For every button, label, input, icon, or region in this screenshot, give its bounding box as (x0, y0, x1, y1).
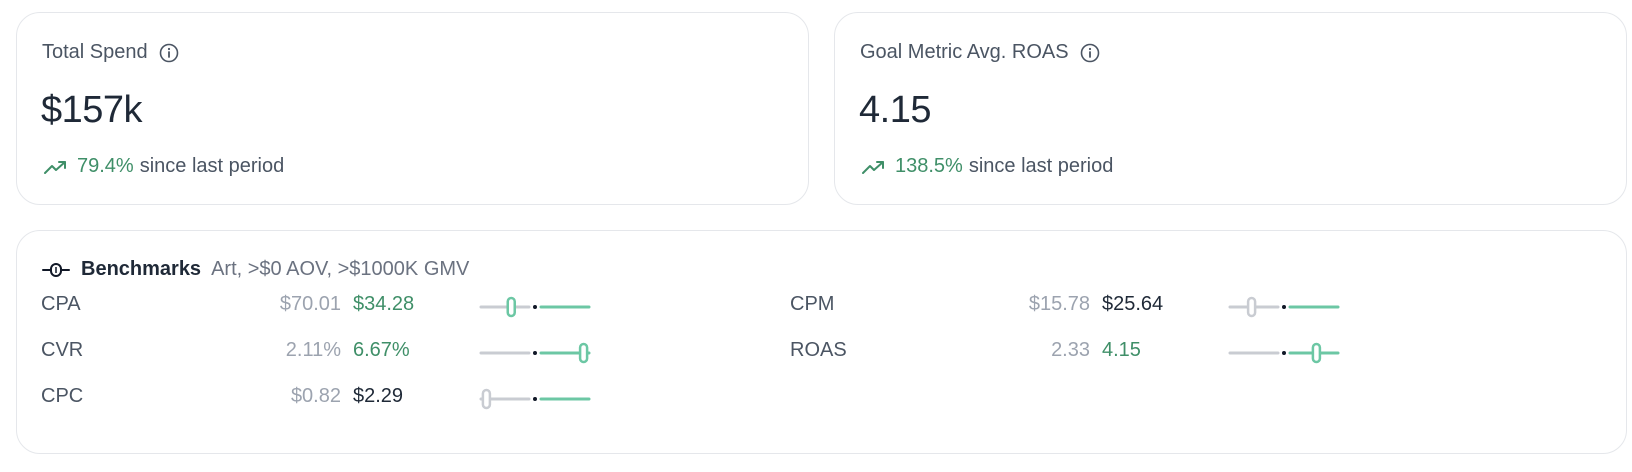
benchmark-label: CPA (41, 293, 81, 315)
benchmark-marker (1282, 305, 1286, 309)
your-value-marker (1246, 296, 1257, 318)
goal-metric-roas-card: Goal Metric Avg. ROAS 4.15 138.5% since … (834, 12, 1627, 205)
benchmark-marker (533, 351, 537, 355)
benchmark-comparison-slider (1228, 342, 1340, 364)
total-spend-value: $157k (41, 89, 143, 131)
info-icon[interactable] (1079, 42, 1101, 64)
your-value: $2.29 (353, 385, 404, 407)
benchmark-row-roas: ROAS 2.33 4.15 (790, 337, 1390, 367)
benchmark-label: CPC (41, 385, 84, 407)
roas-change: 138.5% since last period (861, 155, 1113, 178)
benchmark-value: 2.11% (285, 339, 341, 361)
benchmark-comparison-slider (479, 342, 591, 364)
benchmark-row-cvr: CVR 2.11% 6.67% (41, 337, 641, 367)
benchmark-label: ROAS (790, 339, 847, 361)
total-spend-change: 79.4% since last period (43, 155, 284, 178)
benchmark-value: 2.33 (1051, 339, 1090, 361)
your-value: 6.67% (353, 339, 410, 361)
your-value: $25.64 (1102, 293, 1164, 315)
benchmark-comparison-slider (479, 388, 591, 410)
benchmark-marker (1282, 351, 1286, 355)
trending-up-icon (44, 160, 66, 174)
roas-change-text: since last period (968, 155, 1114, 177)
benchmarks-header: Benchmarks Art, >$0 AOV, >$1000K GMV (41, 258, 469, 281)
benchmarks-card: Benchmarks Art, >$0 AOV, >$1000K GMV CPA… (16, 230, 1627, 454)
benchmark-value: $70.01 (279, 293, 341, 315)
your-value: 4.15 (1102, 339, 1141, 361)
total-spend-card: Total Spend $157k 79.4% since last perio… (16, 12, 809, 205)
info-icon[interactable] (158, 42, 180, 64)
your-value-marker (506, 296, 516, 318)
benchmark-label: CVR (41, 339, 84, 361)
benchmark-value: $0.82 (290, 385, 341, 407)
benchmark-comparison-slider (1228, 296, 1340, 318)
total-spend-change-text: since last period (139, 155, 285, 177)
benchmarks-title: Benchmarks (81, 258, 202, 280)
your-value-marker (578, 342, 589, 364)
benchmark-row-cpa: CPA $70.01 $34.28 (41, 291, 641, 321)
total-spend-change-pct: 79.4% (77, 155, 134, 177)
roas-title-row: Goal Metric Avg. ROAS (860, 41, 1101, 64)
benchmark-value: $15.78 (1028, 293, 1090, 315)
benchmarks-filter-summary: Art, >$0 AOV, >$1000K GMV (211, 258, 470, 280)
roas-title: Goal Metric Avg. ROAS (860, 41, 1069, 63)
total-spend-title: Total Spend (42, 41, 148, 63)
roas-value: 4.15 (859, 89, 931, 131)
benchmark-label: CPM (790, 293, 835, 315)
benchmark-row-cpc: CPC $0.82 $2.29 (41, 383, 641, 413)
benchmark-comparison-slider (479, 296, 591, 318)
your-value-marker (481, 388, 492, 410)
trending-up-icon (862, 160, 884, 174)
roas-change-pct: 138.5% (895, 155, 963, 177)
commit-icon (42, 262, 70, 277)
your-value-marker (1311, 342, 1322, 364)
total-spend-title-row: Total Spend (42, 41, 180, 64)
benchmark-row-cpm: CPM $15.78 $25.64 (790, 291, 1390, 321)
benchmark-marker (533, 397, 537, 401)
benchmark-marker (533, 305, 537, 309)
your-value: $34.28 (353, 293, 415, 315)
